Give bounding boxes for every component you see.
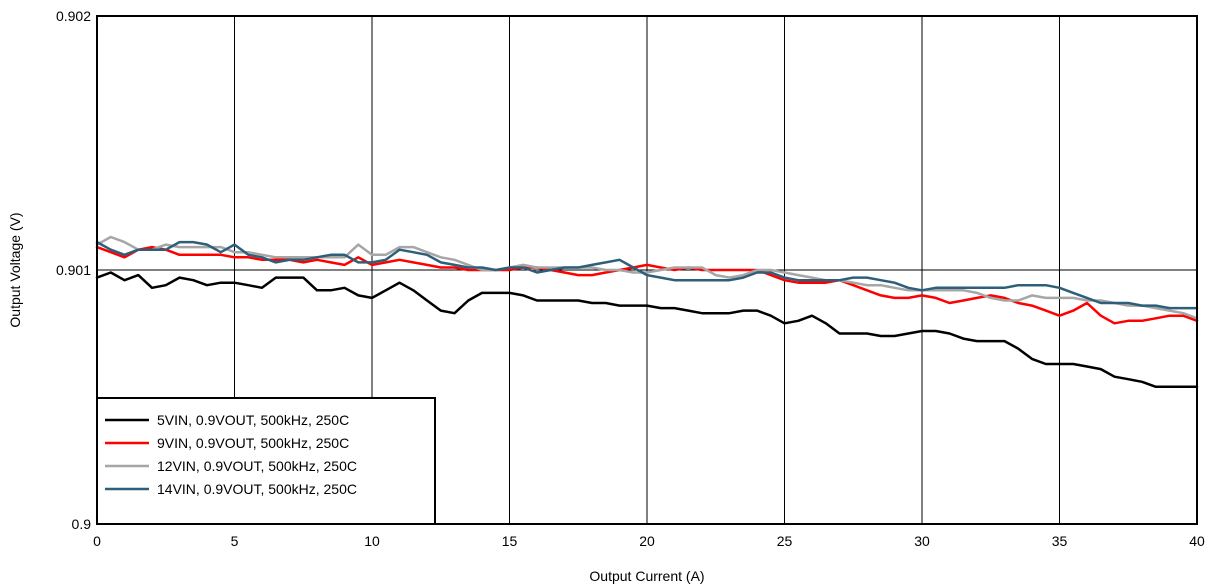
plot-area-border <box>96 15 1198 525</box>
y-axis-title: Output Voltage (V) <box>7 212 23 327</box>
x-tick-label: 15 <box>502 533 518 549</box>
series-line <box>95 271 1199 389</box>
legend: 5VIN, 0.9VOUT, 500kHz, 250C 9VIN, 0.9VOUT… <box>96 397 436 525</box>
series-lines <box>95 235 1199 389</box>
x-tick-label: 40 <box>1189 533 1205 549</box>
legend-label: 9VIN, 0.9VOUT, 500kHz, 250C <box>157 435 349 451</box>
x-tick-label: 0 <box>93 533 101 549</box>
x-axis-ticks: 0 5 10 15 20 25 30 35 40 <box>93 533 1205 549</box>
x-tick-label: 25 <box>777 533 793 549</box>
legend-label: 5VIN, 0.9VOUT, 500kHz, 250C <box>157 412 349 428</box>
y-tick-label: 0.902 <box>56 8 91 24</box>
x-tick-label: 30 <box>914 533 930 549</box>
series-line <box>95 240 1199 310</box>
x-axis-title: Output Current (A) <box>589 568 704 584</box>
legend-label: 12VIN, 0.9VOUT, 500kHz, 250C <box>157 458 357 474</box>
legend-box <box>96 397 436 525</box>
x-tick-label: 35 <box>1052 533 1068 549</box>
x-tick-label: 20 <box>639 533 655 549</box>
legend-label: 14VIN, 0.9VOUT, 500kHz, 250C <box>157 481 357 497</box>
x-tick-label: 10 <box>364 533 380 549</box>
x-tick-label: 5 <box>231 533 239 549</box>
series-line <box>95 235 1199 320</box>
y-tick-label: 0.901 <box>56 262 91 278</box>
y-tick-label: 0.9 <box>72 516 92 532</box>
y-axis-ticks: 0.9 0.901 0.902 <box>56 8 91 532</box>
